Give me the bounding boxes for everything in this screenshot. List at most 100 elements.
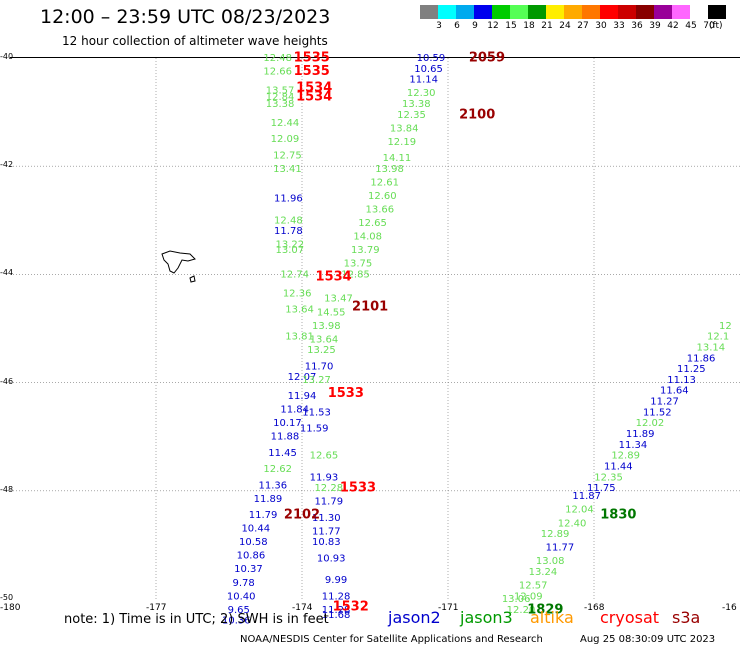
wave-height-label: 13.38 — [402, 99, 431, 110]
timestamp: Aug 25 08:30:09 UTC 2023 — [580, 634, 716, 645]
legend-swatch — [492, 5, 510, 19]
wave-height-label: 13.08 — [536, 556, 565, 567]
wave-height-label: 12.02 — [636, 418, 665, 429]
wave-height-label: 11.84 — [280, 405, 309, 416]
wave-height-label: 10.40 — [227, 591, 256, 602]
island-outline — [161, 250, 196, 274]
wave-height-label: 12.09 — [514, 591, 543, 602]
credit-line: NOAA/NESDIS Center for Satellite Applica… — [240, 634, 543, 645]
lat-label: -42 — [0, 160, 14, 170]
wave-height-label: 12.57 — [519, 580, 548, 591]
legend-swatch — [528, 5, 546, 19]
wave-height-label: 13.84 — [390, 123, 419, 134]
wave-height-label: 11.30 — [312, 513, 341, 524]
legend-swatch — [456, 5, 474, 19]
wave-height-label: 10.59 — [417, 53, 446, 64]
wave-height-label: 11.13 — [667, 375, 696, 386]
wave-height-label: 13.38 — [266, 99, 295, 110]
lat-label: -44 — [0, 268, 14, 278]
wave-height-label: 11.27 — [650, 397, 679, 408]
wave-height-label: 14.11 — [383, 153, 412, 164]
wave-height-label: 14.08 — [353, 232, 382, 243]
wave-height-label: 12 — [719, 321, 732, 332]
legend-level: 36 — [631, 21, 643, 31]
wave-height-label: 12.89 — [611, 451, 640, 462]
wave-height-label: 10.65 — [414, 64, 443, 75]
legend-level: 21 — [541, 21, 553, 31]
legend-level: 12 — [487, 21, 499, 31]
wave-height-label: 12.85 — [341, 269, 370, 280]
wave-height-label: 11.59 — [300, 424, 329, 435]
satellite-cryosat: cryosat — [600, 608, 660, 627]
time-label: 1533 — [328, 386, 364, 401]
wave-height-label: 13.66 — [366, 204, 395, 215]
time-label: 1535 — [294, 64, 330, 79]
legend-level: 39 — [649, 21, 661, 31]
wave-height-label: 13.81 — [285, 332, 314, 343]
wave-height-label: 12.1 — [707, 332, 729, 343]
wave-height-label: 11.34 — [619, 440, 648, 451]
lon-label: -177 — [146, 603, 167, 613]
legend-level: 6 — [454, 21, 460, 31]
wave-height-label: 12.40 — [558, 518, 587, 529]
wave-height-label: 12.19 — [387, 137, 416, 148]
wave-height-label: 11.89 — [626, 429, 655, 440]
legend-swatch — [420, 5, 438, 19]
wave-height-label: 12.65 — [310, 451, 339, 462]
time-label: 1533 — [340, 481, 376, 496]
wave-height-label: 11.53 — [302, 407, 331, 418]
legend-level: 18 — [523, 21, 535, 31]
legend-level: 15 — [505, 21, 517, 31]
legend-level: 42 — [667, 21, 679, 31]
wave-height-label: 12.75 — [273, 150, 302, 161]
island-outline — [189, 275, 196, 283]
wave-height-label: 12.07 — [288, 372, 317, 383]
wave-height-label: 13.24 — [529, 567, 558, 578]
wave-height-label: 13.47 — [324, 294, 353, 305]
wave-height-label: 10.37 — [234, 564, 263, 575]
wave-height-label: 10.44 — [241, 524, 270, 535]
wave-height-label: 11.78 — [274, 226, 303, 237]
lon-label: -180 — [0, 603, 21, 613]
wave-height-label: 10.83 — [312, 537, 341, 548]
wave-height-label: 11.96 — [274, 194, 303, 205]
wave-height-label: 11.68 — [322, 610, 351, 621]
satellite-jason3: jason3 — [460, 608, 513, 627]
wave-height-label: 11.25 — [677, 364, 706, 375]
wave-height-label: 13.25 — [307, 345, 336, 356]
wave-height-label: 12.20 — [507, 605, 536, 616]
wave-height-label: 13.07 — [276, 245, 305, 256]
wave-height-label: 11.79 — [249, 510, 278, 521]
legend-swatch — [510, 5, 528, 19]
wave-height-label: 12.48 — [263, 53, 292, 64]
map-canvas: 12.4812.6613.5712.8413.3812.4412.0912.75… — [10, 51, 740, 627]
legend-swatch — [618, 5, 636, 19]
wave-height-label: 13.41 — [273, 164, 302, 175]
legend-swatch — [582, 5, 600, 19]
time-label: 1534 — [296, 89, 332, 104]
wave-height-label: 13.64 — [285, 305, 314, 316]
wave-height-label: 12.09 — [271, 134, 300, 145]
wave-height-label: 12.36 — [283, 288, 312, 299]
wave-height-label: 13.75 — [344, 259, 373, 270]
wave-height-label: 11.28 — [322, 605, 351, 616]
wave-height-label: 12.89 — [541, 529, 570, 540]
time-label: 1830 — [600, 508, 636, 523]
lon-label: -168 — [584, 603, 605, 613]
wave-height-label: 11.52 — [643, 407, 672, 418]
lon-label: -174 — [292, 603, 313, 613]
wave-height-label: 13.79 — [351, 245, 380, 256]
wave-height-label: 13.98 — [375, 164, 404, 175]
wave-height-label: 12.48 — [274, 215, 303, 226]
wave-height-label: 12.74 — [280, 269, 309, 280]
legend-swatch — [564, 5, 582, 19]
legend-swatch — [636, 5, 654, 19]
map-subtitle: 12 hour collection of altimeter wave hei… — [62, 34, 328, 48]
lat-label: -50 — [0, 593, 14, 602]
wave-height-label: 13.64 — [310, 334, 339, 345]
legend-swatch — [600, 5, 618, 19]
time-label: 1534 — [296, 80, 332, 95]
wave-height-label: 12.04 — [565, 505, 594, 516]
time-label: 2102 — [284, 508, 320, 523]
lat-label: -40 — [0, 52, 14, 61]
